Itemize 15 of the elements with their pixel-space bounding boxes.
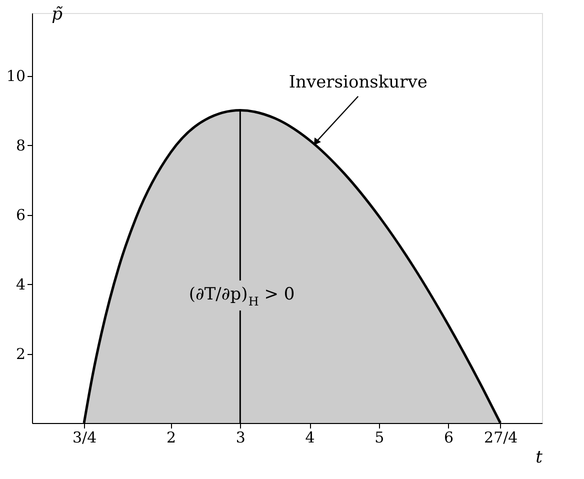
y-axis-title: p̃ (52, 4, 64, 24)
x-tick-label: 3 (236, 428, 246, 446)
x-tick-label: 3/4 (72, 428, 97, 446)
y-tick-label: 10 (6, 67, 26, 86)
annotation: Inversionskurve (288, 72, 428, 92)
y-tick-label: 6 (16, 206, 26, 224)
x-tick-label: 4 (305, 428, 315, 446)
x-tick-label: 5 (374, 428, 384, 446)
x-tick-label: 2 (166, 428, 176, 446)
x-tick-label: 6 (444, 428, 454, 446)
y-tick-label: 8 (16, 136, 26, 155)
x-tick-label: 27/4 (484, 428, 518, 446)
x-axis-title: t (536, 448, 543, 468)
y-tick-label: 2 (16, 345, 26, 364)
y-tick-label: 4 (16, 276, 26, 294)
